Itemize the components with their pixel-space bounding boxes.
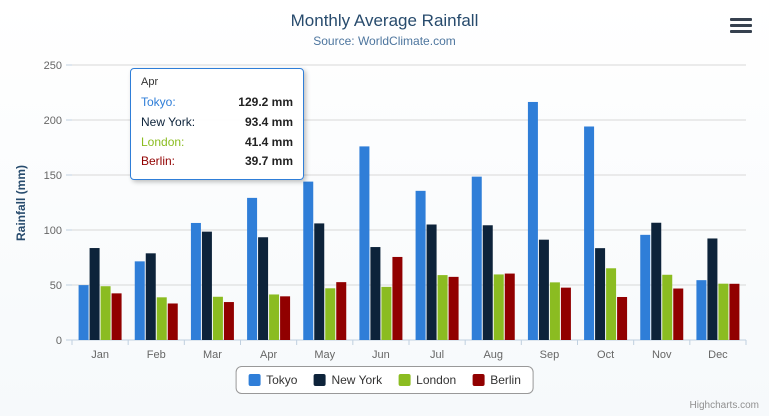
bar-berlin-jun[interactable] bbox=[392, 256, 403, 340]
bar-london-mar[interactable] bbox=[212, 296, 223, 340]
bar-tokyo-may[interactable] bbox=[303, 181, 314, 340]
legend-item-new-york[interactable]: New York bbox=[313, 373, 382, 387]
y-axis-tick-label: 100 bbox=[44, 225, 62, 237]
bar-tokyo-oct[interactable] bbox=[584, 126, 595, 341]
bar-tokyo-sep[interactable] bbox=[527, 101, 538, 341]
bar-london-jan[interactable] bbox=[100, 286, 111, 340]
tooltip-series-name: Tokyo: bbox=[141, 95, 176, 109]
bar-new-york-dec[interactable] bbox=[707, 238, 718, 340]
tooltip-series-value: 129.2 mm bbox=[238, 95, 293, 109]
bar-berlin-mar[interactable] bbox=[223, 302, 234, 340]
x-axis-tick-label: Mar bbox=[203, 349, 222, 361]
x-axis-tick-label: May bbox=[314, 349, 335, 361]
bar-berlin-sep[interactable] bbox=[560, 287, 571, 340]
tooltip-series-value: 39.7 mm bbox=[244, 154, 293, 169]
x-axis-tick-label: Feb bbox=[147, 349, 166, 361]
bar-berlin-may[interactable] bbox=[336, 282, 347, 340]
x-axis-tick-label: Jan bbox=[91, 349, 109, 361]
legend-label: New York bbox=[331, 373, 383, 387]
bar-new-york-may[interactable] bbox=[314, 223, 325, 340]
bar-new-york-jul[interactable] bbox=[426, 224, 437, 341]
legend-swatch-icon bbox=[398, 374, 411, 386]
bar-new-york-aug[interactable] bbox=[482, 225, 493, 340]
bar-berlin-feb[interactable] bbox=[167, 303, 178, 340]
bar-london-sep[interactable] bbox=[549, 282, 560, 340]
legend-label: Tokyo bbox=[266, 373, 298, 387]
tooltip-series-value: 93.4 mm bbox=[244, 114, 293, 129]
x-axis-tick-label: Dec bbox=[708, 349, 728, 361]
tooltip-row: Berlin: 39.7 mm bbox=[141, 152, 293, 172]
bar-tokyo-jun[interactable] bbox=[359, 146, 370, 340]
bar-new-york-jun[interactable] bbox=[370, 247, 381, 340]
bar-berlin-oct[interactable] bbox=[617, 296, 628, 340]
y-axis-tick-label: 0 bbox=[56, 335, 62, 347]
bar-new-york-feb[interactable] bbox=[145, 253, 156, 340]
y-axis-tick-label: 250 bbox=[44, 60, 62, 72]
legend-swatch-icon bbox=[248, 374, 261, 386]
bar-berlin-nov[interactable] bbox=[673, 288, 684, 340]
tooltip-series-value: 41.4 mm bbox=[244, 134, 293, 149]
x-axis-tick-label: Apr bbox=[260, 349, 277, 361]
tooltip-row: New York: 93.4 mm bbox=[141, 113, 293, 133]
tooltip-series-name: New York: bbox=[141, 114, 196, 129]
legend-label: London bbox=[416, 373, 457, 387]
x-axis-tick-label: Nov bbox=[652, 349, 672, 361]
bar-london-jul[interactable] bbox=[437, 275, 448, 340]
legend-item-berlin[interactable]: Berlin bbox=[472, 373, 521, 387]
bar-tokyo-aug[interactable] bbox=[471, 176, 482, 340]
bar-new-york-jan[interactable] bbox=[89, 248, 100, 340]
bar-tokyo-apr[interactable] bbox=[247, 197, 258, 340]
x-axis-tick-label: Aug bbox=[483, 349, 503, 361]
tooltip-row: Tokyo: 129.2 mm bbox=[141, 93, 293, 113]
legend: Tokyo New York London Berlin bbox=[235, 366, 534, 394]
bar-tokyo-nov[interactable] bbox=[640, 234, 651, 340]
bar-london-nov[interactable] bbox=[662, 274, 673, 340]
legend-swatch-icon bbox=[313, 374, 326, 386]
bar-tokyo-feb[interactable] bbox=[134, 261, 145, 340]
bar-london-may[interactable] bbox=[325, 288, 336, 340]
bar-new-york-apr[interactable] bbox=[258, 237, 269, 340]
bar-london-feb[interactable] bbox=[156, 297, 167, 340]
legend-label: Berlin bbox=[490, 373, 521, 387]
bar-tokyo-mar[interactable] bbox=[190, 222, 201, 340]
bar-berlin-jan[interactable] bbox=[111, 293, 122, 340]
bar-new-york-mar[interactable] bbox=[201, 231, 212, 340]
bar-tokyo-jan[interactable] bbox=[78, 285, 89, 340]
bar-london-jun[interactable] bbox=[381, 286, 392, 340]
bar-new-york-oct[interactable] bbox=[595, 248, 606, 340]
bar-berlin-apr[interactable] bbox=[280, 296, 291, 340]
legend-item-london[interactable]: London bbox=[398, 373, 456, 387]
bar-new-york-nov[interactable] bbox=[651, 222, 662, 340]
y-axis-tick-label: 50 bbox=[50, 280, 62, 292]
bar-berlin-dec[interactable] bbox=[729, 283, 740, 340]
chart-subtitle: Source: WorldClimate.com bbox=[313, 34, 456, 48]
x-axis-tick-label: Jun bbox=[372, 349, 390, 361]
x-axis-tick-label: Oct bbox=[597, 349, 614, 361]
tooltip-series-name: Berlin: bbox=[141, 154, 176, 169]
x-axis-tick-label: Sep bbox=[540, 349, 560, 361]
bar-berlin-aug[interactable] bbox=[504, 273, 515, 340]
bar-tokyo-jul[interactable] bbox=[415, 190, 426, 340]
bar-berlin-jul[interactable] bbox=[448, 276, 459, 340]
bar-london-dec[interactable] bbox=[718, 283, 729, 340]
y-axis-tick-label: 200 bbox=[44, 115, 62, 127]
bar-london-aug[interactable] bbox=[493, 274, 504, 340]
bar-tokyo-dec[interactable] bbox=[696, 280, 707, 340]
y-axis-tick-label: 150 bbox=[44, 170, 62, 182]
credits-link[interactable]: Highcharts.com bbox=[689, 400, 759, 411]
bar-london-apr[interactable] bbox=[269, 294, 280, 340]
legend-item-tokyo[interactable]: Tokyo bbox=[248, 373, 297, 387]
tooltip-series-name: London: bbox=[141, 134, 185, 149]
tooltip: Apr Tokyo: 129.2 mm New York: 93.4 mm London… bbox=[130, 68, 304, 181]
legend-swatch-icon bbox=[472, 374, 485, 386]
tooltip-header: Apr bbox=[141, 76, 159, 88]
hamburger-menu-icon[interactable] bbox=[728, 16, 754, 35]
x-axis-tick-label: Jul bbox=[430, 349, 444, 361]
bar-london-oct[interactable] bbox=[606, 268, 617, 340]
chart-title: Monthly Average Rainfall bbox=[290, 11, 479, 30]
tooltip-row: London: 41.4 mm bbox=[141, 133, 293, 153]
bar-new-york-sep[interactable] bbox=[538, 239, 549, 340]
